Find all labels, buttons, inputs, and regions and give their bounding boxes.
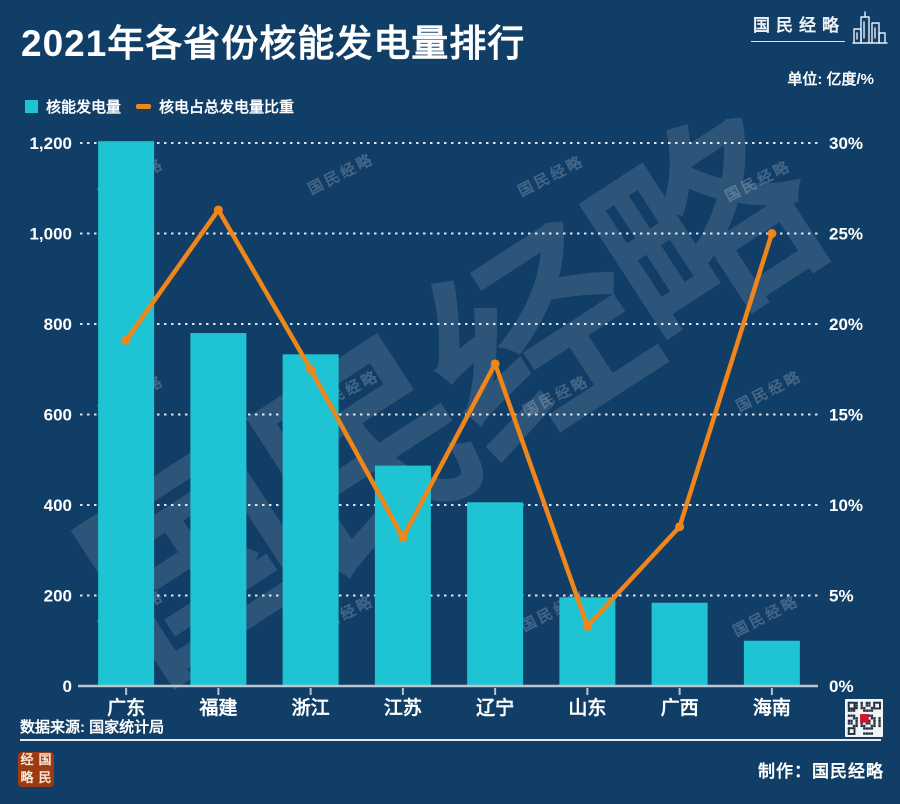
page-title: 2021年各省份核能发电量排行 <box>21 23 526 64</box>
svg-text:5%: 5% <box>829 587 854 606</box>
brand-logo-text: 国民经略 <box>751 9 845 42</box>
svg-text:辽宁: 辽宁 <box>476 696 514 719</box>
svg-text:广东: 广东 <box>107 696 145 719</box>
svg-text:20%: 20% <box>829 315 863 334</box>
svg-text:200: 200 <box>44 587 72 606</box>
legend-line-label: 核电占总发电量比重 <box>159 99 295 116</box>
seal-character: 略 <box>20 770 34 786</box>
svg-text:广西: 广西 <box>661 696 699 719</box>
seal-character: 经 <box>20 753 34 769</box>
svg-text:400: 400 <box>44 496 72 515</box>
qr-code <box>845 699 883 737</box>
legend-bar-label: 核能发电量 <box>46 99 122 116</box>
svg-text:15%: 15% <box>829 406 863 425</box>
legend-item-bar: 核能发电量 <box>25 96 121 117</box>
legend-item-line: 核电占总发电量比重 <box>136 96 294 117</box>
bar-series-swatch <box>25 100 38 113</box>
svg-text:10%: 10% <box>829 496 863 515</box>
svg-text:0: 0 <box>63 677 72 696</box>
svg-text:福建: 福建 <box>198 696 237 719</box>
svg-text:800: 800 <box>44 315 72 334</box>
credit-label: 制作：国民经略 <box>758 762 884 781</box>
qr-code-pattern <box>847 701 881 735</box>
svg-text:25%: 25% <box>829 225 863 244</box>
svg-text:0%: 0% <box>829 677 854 696</box>
svg-text:600: 600 <box>44 406 72 425</box>
line-series-swatch <box>136 104 152 109</box>
svg-text:1,000: 1,000 <box>29 225 72 244</box>
brand-seal-stamp: 经国略民 <box>18 752 54 787</box>
svg-text:海南: 海南 <box>753 696 791 719</box>
footer-divider <box>20 739 881 741</box>
chart-legend: 核能发电量 核电占总发电量比重 <box>25 96 294 117</box>
svg-text:1,200: 1,200 <box>29 134 72 153</box>
seal-character: 民 <box>38 770 52 786</box>
city-skyline-icon <box>852 11 888 44</box>
svg-text:浙江: 浙江 <box>292 696 330 719</box>
brand-logo: 国民经略 <box>751 9 888 47</box>
seal-character: 国 <box>38 753 52 769</box>
svg-text:江苏: 江苏 <box>384 696 422 719</box>
svg-text:30%: 30% <box>829 134 863 153</box>
unit-label: 单位: 亿度/% <box>787 71 874 88</box>
svg-text:山东: 山东 <box>568 696 606 719</box>
data-source-label: 数据来源: 国家统计局 <box>20 719 165 736</box>
